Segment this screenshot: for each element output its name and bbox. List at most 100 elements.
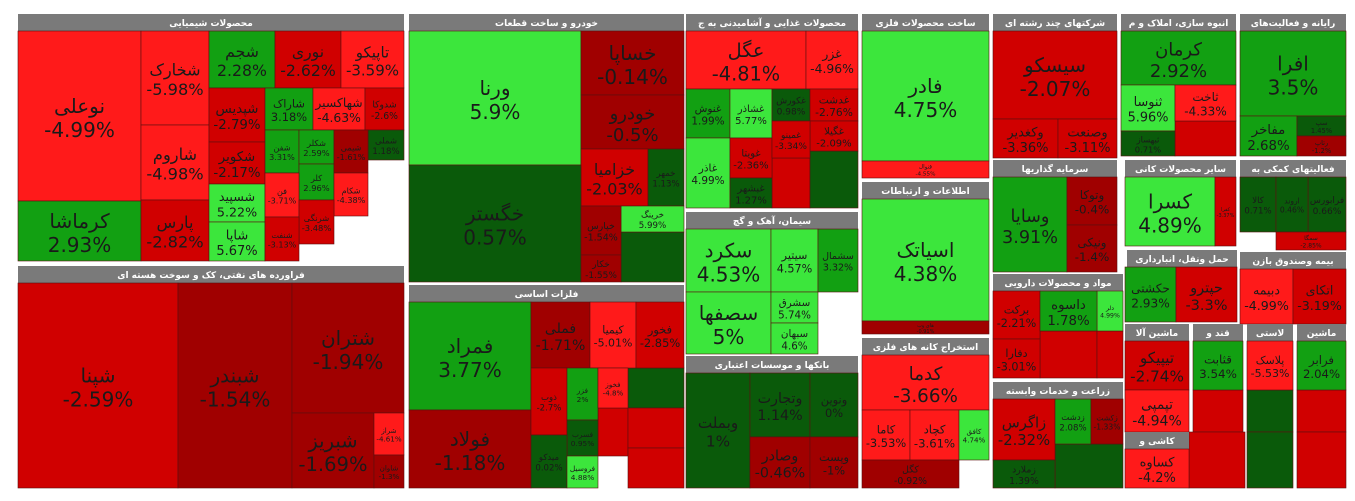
stock-tile[interactable] bbox=[620, 205, 685, 233]
stock-tile[interactable] bbox=[861, 320, 990, 335]
stock-tile[interactable] bbox=[597, 367, 629, 409]
stock-tile[interactable] bbox=[805, 30, 859, 90]
stock-tile[interactable] bbox=[340, 30, 405, 89]
stock-tile[interactable] bbox=[635, 301, 685, 369]
stock-tile[interactable] bbox=[909, 409, 960, 461]
stock-tile[interactable] bbox=[992, 176, 1068, 273]
stock-tile[interactable] bbox=[771, 120, 811, 159]
stock-tile[interactable] bbox=[992, 459, 1056, 489]
stock-tile[interactable] bbox=[817, 228, 859, 293]
stock-tile[interactable] bbox=[1296, 340, 1347, 391]
stock-tile[interactable] bbox=[1239, 115, 1298, 157]
stock-tile[interactable] bbox=[809, 436, 859, 489]
sector-header[interactable] bbox=[1240, 14, 1346, 31]
sector-header[interactable] bbox=[862, 14, 989, 31]
stock-tile[interactable] bbox=[589, 301, 637, 369]
sector-header[interactable] bbox=[686, 14, 858, 31]
stock-tile[interactable] bbox=[1239, 30, 1347, 117]
sector-header[interactable] bbox=[1125, 160, 1236, 177]
stock-tile[interactable] bbox=[647, 148, 685, 207]
stock-tile[interactable] bbox=[1054, 398, 1092, 445]
stock-tile[interactable] bbox=[1292, 268, 1347, 325]
stock-tile[interactable] bbox=[1057, 118, 1118, 159]
stock-tile[interactable] bbox=[770, 322, 819, 355]
sector-header[interactable] bbox=[1125, 432, 1189, 449]
sector-header[interactable] bbox=[686, 356, 858, 373]
stock-tile[interactable] bbox=[729, 177, 773, 209]
stock-tile[interactable] bbox=[729, 88, 773, 139]
stock-tile[interactable] bbox=[530, 367, 568, 436]
stock-tile[interactable] bbox=[367, 129, 405, 161]
sector-header[interactable] bbox=[18, 14, 404, 31]
stock-tile[interactable] bbox=[861, 160, 990, 179]
stock-tile[interactable] bbox=[580, 254, 622, 283]
stock-tile[interactable] bbox=[333, 172, 369, 217]
stock-tile[interactable] bbox=[1120, 84, 1176, 132]
stock-tile[interactable] bbox=[1120, 130, 1176, 157]
stock-tile[interactable] bbox=[685, 30, 807, 90]
sector-header[interactable] bbox=[1127, 250, 1237, 267]
stock-tile[interactable] bbox=[1239, 176, 1277, 233]
stock-tile[interactable] bbox=[749, 372, 811, 438]
stock-tile[interactable] bbox=[1039, 290, 1098, 332]
sector-header[interactable] bbox=[409, 285, 684, 302]
stock-tile[interactable] bbox=[264, 87, 314, 131]
stock-tile[interactable] bbox=[208, 30, 276, 89]
stock-tile[interactable] bbox=[1124, 389, 1190, 433]
stock-tile[interactable] bbox=[408, 301, 532, 411]
stock-tile[interactable] bbox=[566, 455, 599, 489]
stock-tile[interactable] bbox=[208, 87, 266, 143]
stock-tile[interactable] bbox=[861, 354, 990, 411]
stock-tile[interactable] bbox=[373, 412, 405, 456]
stock-tile[interactable] bbox=[291, 412, 375, 489]
sector-header[interactable] bbox=[1121, 14, 1236, 31]
stock-tile[interactable] bbox=[291, 282, 405, 414]
sector-header[interactable] bbox=[993, 14, 1117, 31]
sector-header[interactable] bbox=[1247, 324, 1293, 341]
stock-tile[interactable] bbox=[373, 454, 405, 489]
stock-tile[interactable] bbox=[408, 164, 582, 283]
stock-tile[interactable] bbox=[17, 282, 179, 489]
stock-tile[interactable] bbox=[1124, 340, 1190, 391]
stock-tile[interactable] bbox=[1307, 176, 1347, 233]
stock-tile[interactable] bbox=[177, 282, 293, 489]
stock-tile[interactable] bbox=[1175, 266, 1238, 323]
stock-tile[interactable] bbox=[1096, 290, 1124, 332]
stock-tile[interactable] bbox=[729, 137, 773, 179]
stock-tile[interactable] bbox=[408, 409, 532, 489]
stock-tile[interactable] bbox=[749, 436, 811, 489]
stock-tile[interactable] bbox=[1275, 176, 1309, 233]
stock-tile[interactable] bbox=[140, 199, 210, 262]
stock-tile[interactable] bbox=[861, 30, 990, 162]
stock-tile[interactable] bbox=[530, 434, 568, 489]
stock-tile[interactable] bbox=[1066, 176, 1118, 226]
stock-tile[interactable] bbox=[530, 301, 591, 369]
sector-header[interactable] bbox=[862, 338, 989, 355]
stock-tile[interactable] bbox=[861, 198, 990, 322]
stock-tile[interactable] bbox=[274, 30, 342, 89]
stock-tile[interactable] bbox=[1124, 176, 1216, 247]
stock-tile[interactable] bbox=[770, 228, 819, 293]
stock-tile[interactable] bbox=[685, 372, 751, 489]
sector-header[interactable] bbox=[1297, 324, 1346, 341]
stock-tile[interactable] bbox=[685, 228, 772, 293]
stock-tile[interactable] bbox=[17, 200, 142, 262]
stock-tile[interactable] bbox=[770, 291, 819, 324]
stock-tile[interactable] bbox=[580, 205, 622, 256]
stock-tile[interactable] bbox=[1239, 268, 1294, 325]
sector-header[interactable] bbox=[409, 14, 684, 31]
stock-tile[interactable] bbox=[580, 94, 685, 150]
stock-tile[interactable] bbox=[1124, 448, 1190, 489]
sector-header[interactable] bbox=[1125, 324, 1189, 341]
stock-tile[interactable] bbox=[861, 459, 960, 489]
stock-tile[interactable] bbox=[861, 409, 911, 461]
stock-tile[interactable] bbox=[771, 88, 811, 122]
stock-tile[interactable] bbox=[809, 120, 859, 152]
stock-tile[interactable] bbox=[1120, 30, 1237, 86]
stock-tile[interactable] bbox=[580, 30, 685, 96]
stock-tile[interactable] bbox=[298, 199, 335, 245]
sector-header[interactable] bbox=[993, 382, 1123, 399]
sector-header[interactable] bbox=[993, 160, 1117, 177]
stock-tile[interactable] bbox=[809, 88, 859, 122]
stock-tile[interactable] bbox=[685, 88, 731, 139]
